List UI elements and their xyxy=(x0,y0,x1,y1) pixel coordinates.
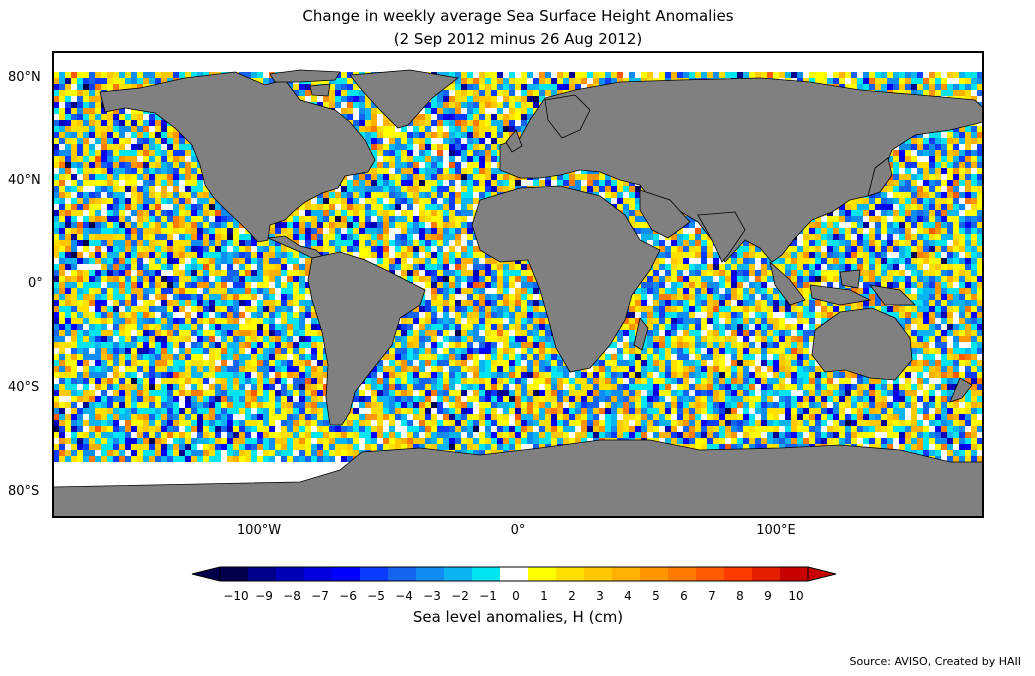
colorbar-segment xyxy=(388,567,416,581)
colorbar-segment xyxy=(640,567,668,581)
lat-label-40s: 40°S xyxy=(8,380,40,395)
greenland xyxy=(349,69,459,129)
map-title: Change in weekly average Sea Surface Hei… xyxy=(302,7,734,25)
colorbar-under-arrow xyxy=(191,566,221,582)
map-frame xyxy=(52,51,984,518)
antarctica xyxy=(53,439,983,517)
lon-label-100w: 100°W xyxy=(236,523,282,538)
colorbar-tick-label: 3 xyxy=(596,589,604,603)
colorbar-segment xyxy=(332,567,360,581)
colorbar-segment xyxy=(696,567,724,581)
colorbar-tick-label: −5 xyxy=(367,589,385,603)
colorbar-tick-label: 7 xyxy=(708,589,716,603)
colorbar-tick-label: −2 xyxy=(451,589,469,603)
colorbar-tick-label: 8 xyxy=(736,589,744,603)
colorbar-tick-label: 1 xyxy=(540,589,548,603)
colorbar-tick-label: −8 xyxy=(283,589,301,603)
colorbar-tick-label: −9 xyxy=(255,589,273,603)
colorbar-tick-label: −10 xyxy=(223,589,249,603)
colorbar-segment xyxy=(500,567,528,581)
world-map xyxy=(52,51,984,518)
colorbar-segment xyxy=(752,567,780,581)
lat-label-40n: 40°N xyxy=(8,173,41,188)
colorbar-segment xyxy=(556,567,584,581)
lon-label-0: 0° xyxy=(510,523,526,538)
new-zealand xyxy=(949,377,973,403)
colorbar-tick-label: 2 xyxy=(568,589,576,603)
map-subtitle: (2 Sep 2012 minus 26 Aug 2012) xyxy=(393,30,643,48)
colorbar-tick-label: 6 xyxy=(680,589,688,603)
scandinavia xyxy=(544,94,591,139)
colorbar-tick-label: 9 xyxy=(764,589,772,603)
colorbar-tick-label: 4 xyxy=(624,589,632,603)
lat-label-80n: 80°N xyxy=(8,70,41,85)
indian-subcontinent xyxy=(697,211,746,263)
colorbar-tick-label: 5 xyxy=(652,589,660,603)
colorbar-segment xyxy=(276,567,304,581)
lat-label-0: 0° xyxy=(28,276,43,291)
colorbar-segment xyxy=(584,567,612,581)
colorbar-tick-label: −6 xyxy=(339,589,357,603)
colorbar-segment xyxy=(668,567,696,581)
colorbar-segment xyxy=(304,567,332,581)
colorbar-segment xyxy=(220,567,248,581)
british-isles xyxy=(505,129,523,153)
north-america xyxy=(99,71,376,243)
colorbar-tick-label: −3 xyxy=(423,589,441,603)
colorbar-over-arrow xyxy=(807,566,837,582)
australia xyxy=(811,307,913,381)
colorbar-segment xyxy=(444,567,472,581)
japan xyxy=(867,157,893,197)
colorbar-segment xyxy=(528,567,556,581)
colorbar-segment xyxy=(612,567,640,581)
south-america xyxy=(307,251,426,426)
lat-label-80s: 80°S xyxy=(8,484,40,499)
colorbar-segment xyxy=(472,567,500,581)
colorbar-tick-label: 10 xyxy=(788,589,804,603)
colorbar-tick-label: −7 xyxy=(311,589,329,603)
colorbar-label: Sea level anomalies, H (cm) xyxy=(412,608,624,626)
land-masses xyxy=(53,69,983,517)
colorbar-segment xyxy=(780,567,808,581)
madagascar xyxy=(633,317,649,351)
colorbar-segment xyxy=(360,567,388,581)
lon-label-100e: 100°E xyxy=(756,523,796,538)
colorbar-frame xyxy=(219,566,809,582)
indonesia xyxy=(769,260,916,306)
eurasia xyxy=(499,77,983,263)
colorbar-tick-label: −4 xyxy=(395,589,413,603)
colorbar-tick-label: −1 xyxy=(479,589,497,603)
source-credit: Source: AVISO, Created by HAII xyxy=(849,655,1021,668)
africa xyxy=(471,185,661,373)
colorbar-segment xyxy=(416,567,444,581)
colorbar-tick-label: 0 xyxy=(512,589,520,603)
arabian-peninsula xyxy=(639,189,691,239)
arctic-islands xyxy=(269,69,341,97)
colorbar-segment xyxy=(724,567,752,581)
colorbar-segment xyxy=(248,567,276,581)
